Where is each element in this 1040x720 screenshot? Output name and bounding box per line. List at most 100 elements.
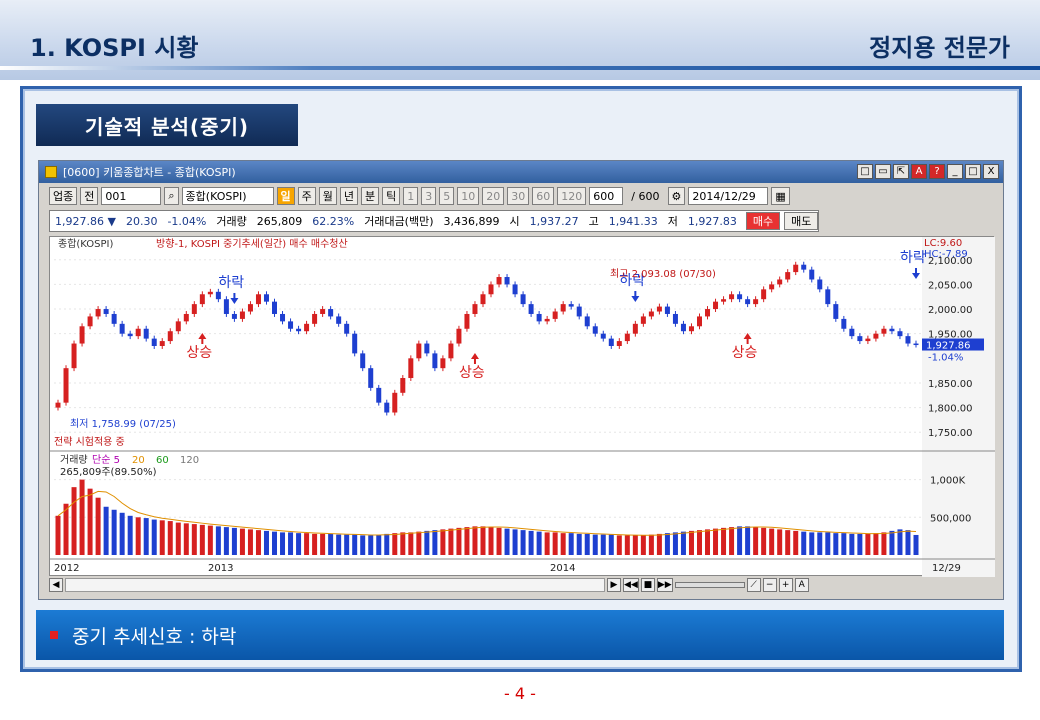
y-tick-label: 1,750.00 [928,428,973,439]
volume-bar [288,532,294,555]
volume-ma-line [57,490,917,536]
candle [255,294,261,305]
auto-scale-icon[interactable]: A [794,578,809,592]
horizontal-scrollbar[interactable] [65,578,605,592]
volume-bar [793,530,799,555]
count-input[interactable]: 600 [589,187,624,205]
interval-10-button[interactable]: 10 [457,187,480,205]
stop-icon[interactable]: ■ [640,578,655,592]
page-subtitle: 정지용 전문가 [869,34,1010,62]
symbol-name-field[interactable]: 종합(KOSPI) [181,187,274,205]
y-axis-panel [922,237,995,577]
candle [841,318,847,329]
code-input[interactable]: 001 [101,187,162,205]
interval-60-button[interactable]: 60 [532,187,555,205]
volume-bar [376,534,382,555]
draw-tools-icon[interactable]: ⟋ [746,578,761,592]
volume-bar [384,533,390,555]
prev-button[interactable]: 전 [80,187,99,205]
period-week-button[interactable]: 주 [297,187,316,205]
volume-bar [336,534,342,555]
candle [721,299,727,302]
candle [416,343,422,359]
volume-legend-item: 120 [180,455,199,466]
volume-bar [344,534,350,555]
minimize-button[interactable]: _ [947,164,963,179]
candle [568,304,574,307]
volume-bar [143,518,149,555]
candle [215,291,221,300]
monitor-icon[interactable]: ▭ [875,164,891,179]
market-select[interactable]: 업종 [49,187,78,205]
volume-bar [897,529,903,555]
candle [440,358,446,369]
candle [336,316,342,324]
volume-bar [809,532,815,555]
candle [111,313,117,324]
candle [368,368,374,388]
volume-bar [247,529,253,555]
hc-label: HC:-7.89 [924,249,968,260]
close-button[interactable]: X [983,164,999,179]
candle [857,336,863,342]
volume-bar [825,532,831,555]
candle [143,328,149,339]
zoom-slider[interactable] [674,582,745,588]
volume-legend-item: 20 [132,455,145,466]
scroll-left-button[interactable]: ◀ [49,578,63,592]
font-icon[interactable]: A [911,164,927,179]
y-tick-label: 2,100.00 [928,256,973,267]
candle [745,299,751,305]
candle [87,316,93,327]
period-tick-button[interactable]: 틱 [382,187,401,205]
candle [175,321,181,332]
candle [656,306,662,312]
chart-plot[interactable]: 2,100.00 2,050.00 2,000.00 1,950.00 1,850.00… [49,236,995,577]
candle [865,338,871,342]
candle [600,333,606,339]
interval-120-button[interactable]: 120 [557,187,587,205]
play-icon[interactable]: ▶ [607,578,621,592]
interval-3-button[interactable]: 3 [421,187,437,205]
zoom-out-icon[interactable]: − [762,578,777,592]
date-field[interactable]: 2014/12/29 [688,187,769,205]
period-minute-button[interactable]: 분 [361,187,380,205]
sell-button[interactable]: 매도 [784,212,819,230]
volume-tick-label: 1,000K [930,476,966,487]
forward-icon[interactable]: ▶▶ [656,578,673,592]
chart-settings-icon[interactable]: ⚙ [667,187,686,205]
interval-20-button[interactable]: 20 [482,187,505,205]
current-price: 1,927.86 ▼ [55,214,116,228]
zoom-in-icon[interactable]: + [778,578,793,592]
interval-1-button[interactable]: 1 [403,187,419,205]
layout-icon[interactable]: □ [857,164,873,179]
interval-30-button[interactable]: 30 [507,187,530,205]
help-icon[interactable]: ? [929,164,945,179]
volume-bar [504,528,510,555]
up-signal-label: 상승 [459,365,485,381]
volume-label: 거래량 [216,215,247,228]
amount-value: 3,436,899 [443,214,500,228]
maximize-button[interactable]: □ [965,164,981,179]
volume-bar [199,524,205,555]
calendar-icon[interactable]: ▦ [771,187,790,205]
period-year-button[interactable]: 년 [339,187,359,205]
buy-button[interactable]: 매수 [745,212,781,230]
candle [761,289,767,300]
rewind-icon[interactable]: ◀◀ [623,578,639,592]
window-titlebar[interactable]: [0600] 키움종합차트 - 종합(KOSPI) [39,161,1003,183]
period-day-button[interactable]: 일 [276,187,295,205]
amount-label: 거래대금(백만) [364,215,434,228]
candle [729,294,735,300]
interval-5-button[interactable]: 5 [439,187,455,205]
low-value: 1,927.83 [687,214,737,228]
candle [456,328,462,344]
volume-bar [528,530,534,555]
search-icon[interactable]: ⌕ [164,187,179,205]
candle [825,289,831,305]
volume-bar [841,533,847,555]
up-arrow-icon [198,333,207,344]
volume-bar [95,497,101,555]
pin-icon[interactable]: ⇱ [893,164,909,179]
period-month-button[interactable]: 월 [318,187,337,205]
